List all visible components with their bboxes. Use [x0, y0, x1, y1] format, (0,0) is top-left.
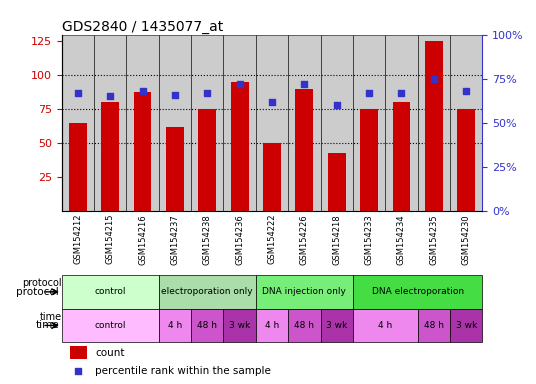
Bar	[231, 82, 249, 211]
Point	[429, 76, 438, 82]
Bar	[353, 35, 385, 211]
Bar	[159, 35, 191, 211]
Bar	[126, 35, 159, 211]
Bar	[418, 35, 450, 211]
Text: protocol: protocol	[22, 278, 62, 288]
Text: 48 h: 48 h	[424, 321, 444, 330]
Bar	[353, 275, 482, 309]
Point	[462, 88, 471, 94]
Bar	[166, 127, 184, 211]
Bar	[328, 153, 346, 211]
Bar	[450, 309, 482, 342]
Bar	[457, 109, 475, 211]
Point	[365, 90, 374, 96]
Text: percentile rank within the sample: percentile rank within the sample	[95, 366, 271, 376]
Bar	[256, 309, 288, 342]
Text: 3 wk: 3 wk	[456, 321, 477, 330]
Bar	[321, 309, 353, 342]
Bar	[62, 275, 159, 309]
Bar	[191, 309, 224, 342]
Text: 48 h: 48 h	[197, 321, 217, 330]
Bar	[133, 92, 152, 211]
Text: time: time	[35, 320, 59, 331]
Bar	[101, 103, 119, 211]
Point	[170, 91, 179, 98]
Point	[300, 81, 309, 87]
Bar	[450, 35, 482, 211]
Bar	[256, 35, 288, 211]
Bar	[360, 109, 378, 211]
Point	[138, 88, 147, 94]
Bar	[295, 89, 313, 211]
Text: control: control	[94, 287, 126, 296]
Text: 4 h: 4 h	[168, 321, 182, 330]
Text: 4 h: 4 h	[265, 321, 279, 330]
Text: DNA electroporation: DNA electroporation	[371, 287, 464, 296]
Point	[74, 367, 83, 374]
Bar	[62, 309, 159, 342]
Bar	[198, 109, 216, 211]
Bar	[288, 35, 321, 211]
Text: 4 h: 4 h	[378, 321, 392, 330]
Point	[235, 81, 244, 87]
Point	[397, 90, 406, 96]
Text: protocol: protocol	[16, 287, 59, 297]
Point	[268, 99, 277, 105]
Bar	[256, 275, 353, 309]
Point	[332, 102, 341, 108]
Bar	[159, 275, 256, 309]
Bar	[224, 309, 256, 342]
Point	[73, 90, 82, 96]
Point	[203, 90, 212, 96]
Bar	[392, 103, 411, 211]
Text: GDS2840 / 1435077_at: GDS2840 / 1435077_at	[62, 20, 223, 33]
Bar	[385, 35, 418, 211]
Point	[106, 93, 115, 99]
Text: count: count	[95, 348, 125, 358]
Bar	[321, 35, 353, 211]
Text: control: control	[94, 321, 126, 330]
Bar	[418, 309, 450, 342]
Bar	[70, 346, 87, 359]
Text: 3 wk: 3 wk	[326, 321, 347, 330]
Bar	[288, 309, 321, 342]
Bar	[263, 143, 281, 211]
Bar	[425, 41, 443, 211]
Text: electroporation only: electroporation only	[161, 287, 253, 296]
Bar	[69, 123, 87, 211]
Bar	[353, 309, 418, 342]
Bar	[224, 35, 256, 211]
Bar	[94, 35, 126, 211]
Text: time: time	[40, 312, 62, 322]
Bar	[62, 35, 94, 211]
Bar	[191, 35, 224, 211]
Bar	[159, 309, 191, 342]
Text: 3 wk: 3 wk	[229, 321, 250, 330]
Text: 48 h: 48 h	[294, 321, 315, 330]
Text: DNA injection only: DNA injection only	[263, 287, 346, 296]
